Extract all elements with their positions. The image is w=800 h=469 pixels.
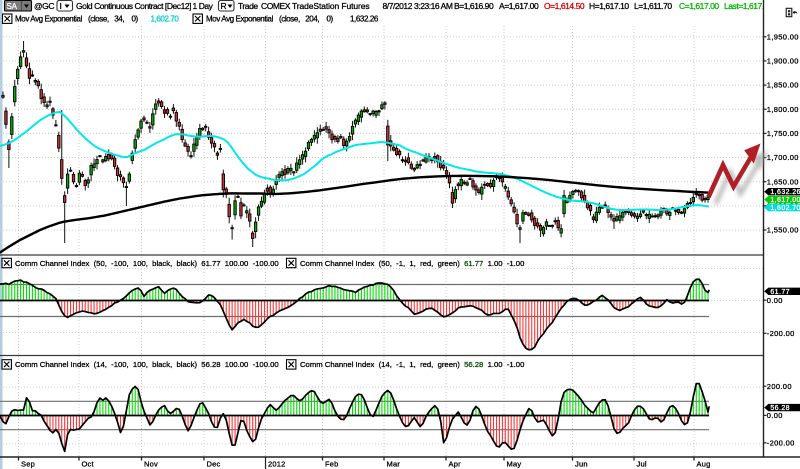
svg-text:1,650.00: 1,650.00 [767, 177, 799, 186]
svg-text:1,850.00: 1,850.00 [767, 81, 799, 90]
svg-text:Dec: Dec [207, 460, 221, 469]
svg-text:Apr: Apr [449, 460, 462, 469]
svg-text:Mar: Mar [387, 460, 401, 469]
svg-text:TradeStation Futures: TradeStation Futures [292, 1, 370, 11]
svg-text:61.77: 61.77 [770, 289, 790, 296]
svg-text:B=1,616.90: B=1,616.90 [454, 1, 494, 11]
svg-text:Comm Channel Index (50, -1,: Comm Channel Index (50, -1, 1, red, gree… [300, 259, 524, 268]
svg-text:Aug: Aug [697, 460, 711, 469]
svg-text:@GC: @GC [34, 1, 54, 11]
svg-text:H=1,617.10: H=1,617.10 [589, 1, 629, 11]
svg-text:1,617.00: 1,617.00 [770, 197, 800, 204]
svg-text:200.00: 200.00 [767, 382, 792, 391]
svg-text:56.28: 56.28 [770, 405, 790, 412]
svg-text:Nov: Nov [144, 460, 158, 469]
svg-text:Jul: Jul [637, 460, 647, 469]
svg-text:1,950.00: 1,950.00 [767, 32, 799, 41]
svg-text:I: I [60, 1, 62, 11]
svg-text:1,632.26: 1,632.26 [350, 15, 379, 24]
svg-text:Jun: Jun [575, 460, 588, 469]
svg-text:0.00: 0.00 [767, 296, 783, 305]
svg-text:-200.00: -200.00 [767, 438, 795, 447]
svg-text:R: R [221, 1, 227, 11]
svg-text:Feb: Feb [325, 460, 339, 469]
svg-text:Comm Channel Index (14, -1,: Comm Channel Index (14, -1, 1, red, gree… [300, 360, 524, 369]
svg-text:1,900.00: 1,900.00 [767, 57, 799, 66]
svg-text:0.00: 0.00 [767, 411, 783, 420]
svg-text:SA: SA [7, 2, 18, 11]
svg-text:2012: 2012 [268, 460, 286, 469]
svg-text:C=1,617.00: C=1,617.00 [679, 1, 719, 11]
svg-text:Oct: Oct [82, 460, 95, 469]
svg-text:Mov Avg Exponential: Mov Avg Exponential [15, 15, 83, 24]
svg-text:1,800.00: 1,800.00 [767, 105, 799, 114]
svg-text:Trade: Trade [238, 1, 258, 11]
svg-text:1,550.00: 1,550.00 [767, 226, 799, 235]
svg-text:1,632.26: 1,632.26 [770, 189, 800, 196]
svg-text:1 Day: 1 Day [193, 1, 214, 11]
svg-text:Mov Avg Exponential: Mov Avg Exponential [206, 15, 274, 24]
svg-text:Comm Channel Index (50, -100: Comm Channel Index (50, -100, 100, black… [15, 259, 279, 268]
svg-text:Comm Channel Index (14, -100: Comm Channel Index (14, -100, 100, black… [15, 360, 279, 369]
svg-text:Last=1,617.0: Last=1,617.0 [724, 1, 769, 11]
svg-text:O=1,614.50: O=1,614.50 [544, 1, 585, 11]
svg-text:A=1,617.00: A=1,617.00 [499, 1, 539, 11]
svg-text:Gold Continuous Contract [Dec1: Gold Continuous Contract [Dec12] [76, 1, 191, 11]
svg-text:1,602.70: 1,602.70 [151, 15, 180, 24]
svg-text:1,700.00: 1,700.00 [767, 153, 799, 162]
svg-text:L=1,611.70: L=1,611.70 [634, 1, 672, 11]
svg-text:May: May [507, 460, 522, 469]
svg-text:COMEX: COMEX [261, 1, 291, 11]
svg-text:(close, 34, 0): (close, 34, 0) [88, 15, 138, 24]
svg-text:Sep: Sep [21, 460, 35, 469]
svg-text:(close, 204, 0): (close, 204, 0) [279, 15, 334, 24]
svg-text:8/7/2012: 8/7/2012 [383, 1, 413, 11]
svg-text:-200.00: -200.00 [767, 329, 795, 338]
svg-text:1,602.70: 1,602.70 [770, 205, 800, 212]
svg-text:3:23:16 AM: 3:23:16 AM [414, 1, 453, 11]
svg-text:1,750.00: 1,750.00 [767, 129, 799, 138]
